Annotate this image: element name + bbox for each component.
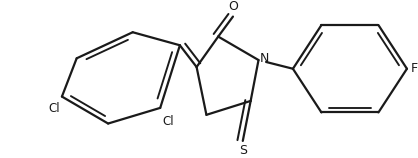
Text: O: O xyxy=(228,0,238,13)
Text: Cl: Cl xyxy=(162,115,174,128)
Text: Cl: Cl xyxy=(48,102,60,115)
Text: F: F xyxy=(411,62,418,75)
Text: N: N xyxy=(260,52,269,65)
Text: S: S xyxy=(239,144,247,157)
